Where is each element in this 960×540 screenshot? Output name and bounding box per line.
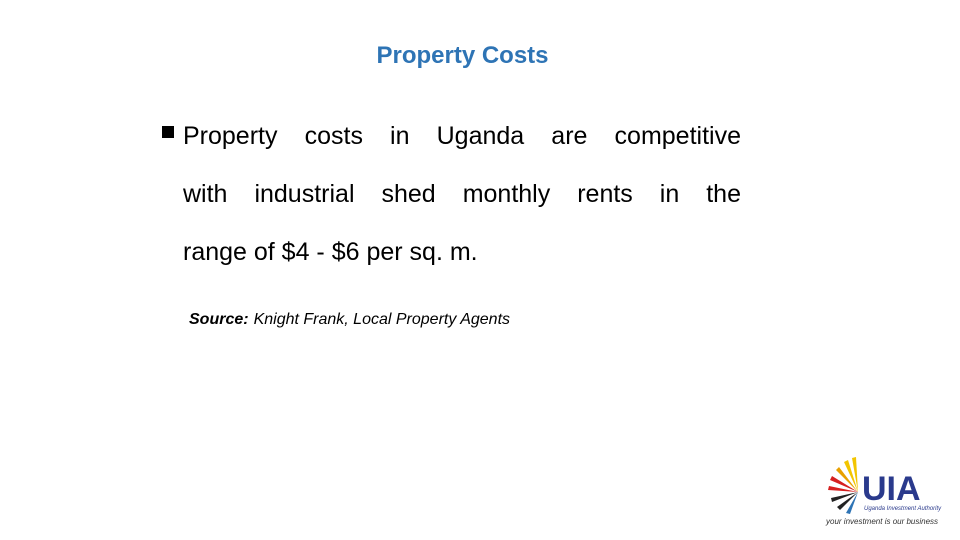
source-text: Knight Frank, Local Property Agents [253,311,511,328]
logo-emblem [828,457,858,514]
bullet-text: Property costs in Uganda are competitive… [183,114,741,288]
logo-name: UIA [862,470,921,508]
logo-tagline: your investment is our business [825,517,938,526]
logo: UIA Uganda Investment Authority your inv… [825,457,942,526]
text-line: with industrial shed monthly rents in th… [183,180,741,208]
slide-title: Property Costs [376,42,549,69]
text-line: range of $4 - $6 per sq. m. [183,238,478,266]
bullet-marker [162,126,174,138]
source-label: Source: [189,311,249,328]
text-line: Property costs in Uganda are competitive [183,122,741,150]
logo-full-name: Uganda Investment Authority [864,506,942,512]
source-note: Source: Knight Frank, Local Property Agen… [189,311,510,329]
